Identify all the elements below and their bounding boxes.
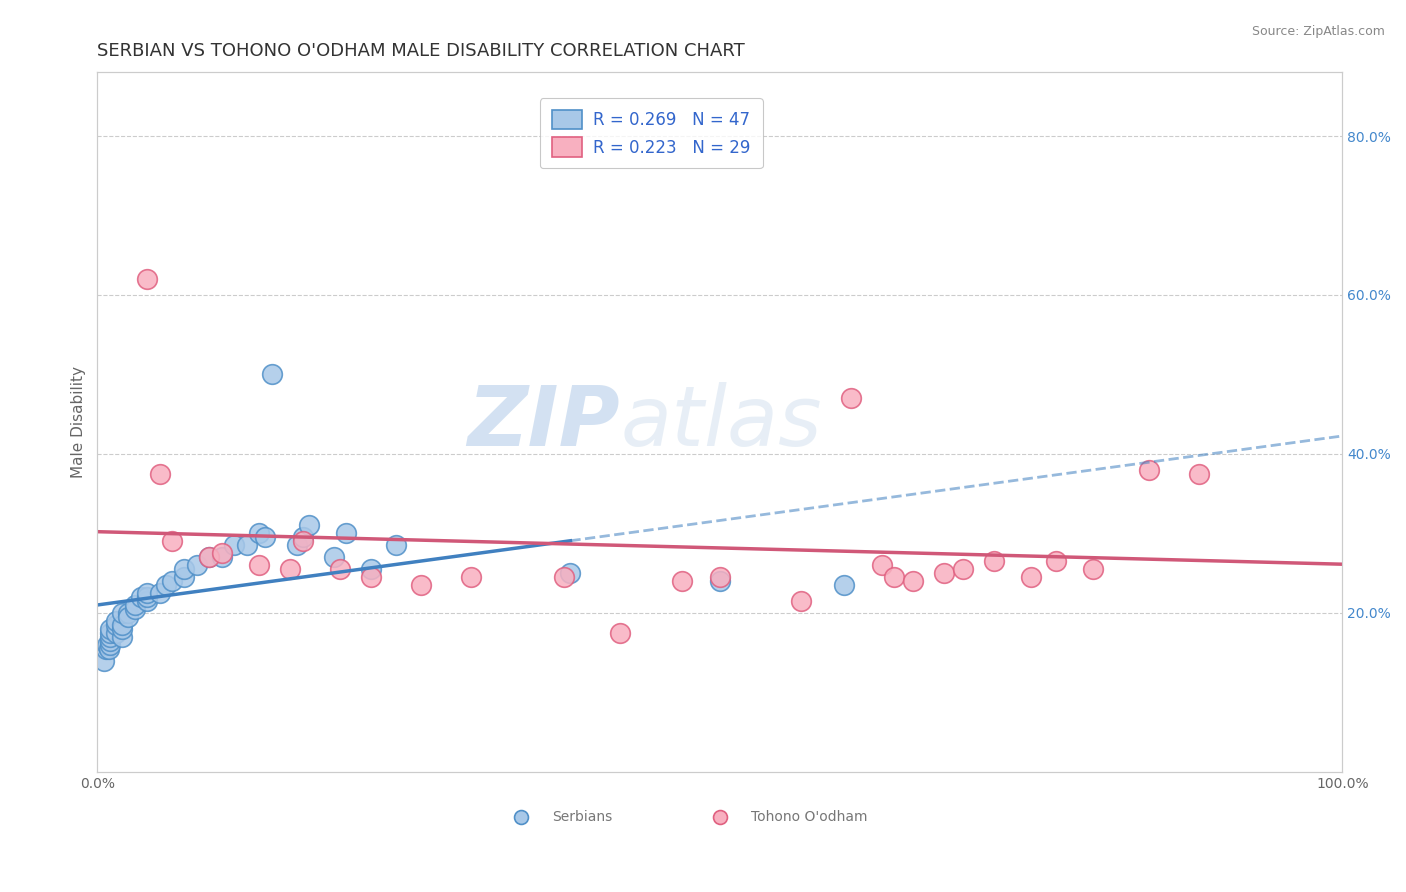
Point (509, 816, 531, 830)
Point (117, 610, 139, 624)
Point (211, 550, 233, 565)
Point (129, 590, 152, 604)
Point (952, 562, 974, 576)
Point (291, 530, 314, 544)
Point (285, 538, 308, 552)
Point (932, 566, 955, 581)
Point (105, 625, 128, 640)
Point (671, 574, 693, 588)
Point (97, 641, 120, 656)
Text: Source: ZipAtlas.com: Source: ZipAtlas.com (1251, 25, 1385, 38)
Point (98, 625, 121, 640)
Text: Tohono O'odham: Tohono O'odham (751, 810, 868, 824)
Point (1019, 570, 1042, 584)
Point (360, 562, 382, 576)
Point (198, 550, 221, 565)
Point (224, 538, 246, 552)
Point (460, 570, 482, 584)
Point (98, 630, 121, 644)
Point (553, 570, 575, 584)
Point (247, 558, 270, 573)
Point (198, 550, 221, 565)
Point (870, 558, 893, 573)
Point (111, 630, 134, 644)
Y-axis label: Male Disability: Male Disability (72, 366, 86, 478)
Point (111, 622, 134, 636)
Text: SERBIAN VS TOHONO O'ODHAM MALE DISABILITY CORRELATION CHART: SERBIAN VS TOHONO O'ODHAM MALE DISABILIT… (97, 42, 745, 60)
Point (385, 538, 408, 552)
Point (322, 550, 344, 565)
Point (360, 570, 382, 584)
Point (136, 594, 159, 608)
Point (1188, 467, 1211, 481)
Point (983, 554, 1005, 568)
Point (94, 641, 117, 656)
Point (136, 272, 159, 286)
Point (254, 530, 277, 544)
Point (298, 518, 321, 533)
Point (98, 622, 121, 636)
Point (709, 570, 731, 584)
Text: atlas: atlas (620, 382, 823, 463)
Point (111, 606, 134, 620)
Point (173, 562, 195, 576)
Point (149, 467, 172, 481)
Point (105, 617, 128, 632)
Point (1045, 554, 1067, 568)
Point (329, 562, 352, 576)
Point (609, 625, 631, 640)
Point (1083, 562, 1105, 576)
Point (839, 392, 862, 406)
Point (136, 586, 159, 600)
Point (136, 590, 159, 604)
Point (709, 574, 731, 588)
Point (883, 570, 905, 584)
Legend: R = 0.269   N = 47, R = 0.223   N = 29: R = 0.269 N = 47, R = 0.223 N = 29 (540, 98, 762, 169)
Point (832, 578, 855, 592)
Point (260, 368, 283, 382)
Point (235, 538, 257, 552)
Point (211, 546, 233, 560)
Point (155, 578, 177, 592)
Point (105, 614, 128, 628)
Point (149, 586, 172, 600)
Point (96, 638, 118, 652)
Point (98, 638, 121, 652)
Point (186, 558, 208, 573)
Point (124, 598, 146, 612)
Point (160, 574, 183, 588)
Point (247, 526, 270, 541)
Point (335, 526, 357, 541)
Point (1137, 463, 1160, 477)
Point (117, 606, 139, 620)
Point (409, 578, 432, 592)
Point (790, 594, 813, 608)
Point (98, 633, 121, 648)
Point (93, 654, 115, 668)
Point (160, 534, 183, 549)
Text: Serbians: Serbians (551, 810, 612, 824)
Point (291, 534, 314, 549)
Point (173, 570, 195, 584)
Point (709, 816, 731, 830)
Text: ZIP: ZIP (468, 382, 620, 463)
Point (901, 574, 924, 588)
Point (560, 566, 582, 581)
Point (111, 617, 134, 632)
Point (278, 562, 301, 576)
Point (124, 602, 146, 616)
